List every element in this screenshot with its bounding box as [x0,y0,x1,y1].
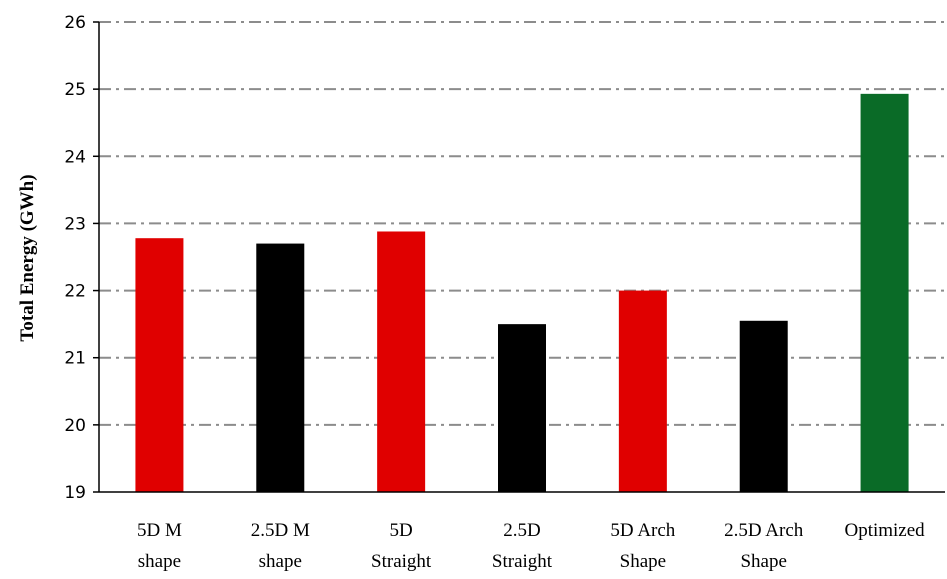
x-category-label-line: 5D [390,520,413,541]
x-category-label-line: shape [259,551,302,572]
axes [93,21,945,493]
x-category-label-line: Shape [740,551,786,572]
x-category-label-line: 2.5D Arch [724,520,804,541]
x-category-label: 2.5D M shape [251,520,310,572]
x-category-labels: 5D M shape 2.5D M shape 5D Straight 2.5D Straig… [137,520,925,572]
bar [739,320,788,492]
y-tick-label: 23 [64,214,86,234]
y-tick-labels: 19 20 21 22 23 24 25 26 [64,13,86,503]
bar [860,93,909,492]
bar [377,231,426,492]
x-category-label: 5D M shape [137,520,182,572]
x-category-label-line: Shape [620,551,666,572]
x-category-label-line: 2.5D M [251,520,310,541]
x-category-label: 5D Arch Shape [610,520,675,572]
y-tick-label: 22 [64,282,86,302]
y-axis-title: Total Energy (GWh) [17,174,38,341]
bar [256,243,305,492]
bars [135,93,909,492]
x-category-label-line: shape [138,551,181,572]
x-category-label: 2.5D Arch Shape [724,520,804,572]
x-category-label-line: Optimized [844,520,925,541]
y-tick-label: 26 [64,13,86,33]
y-tick-label: 21 [64,349,86,369]
x-category-label-line: Straight [492,551,553,572]
bar [135,238,184,492]
y-tick-label: 20 [64,416,86,436]
y-tick-label: 19 [64,483,86,503]
x-category-label-line: 2.5D [503,520,540,541]
x-category-label-line: 5D M [137,520,182,541]
y-tick-label: 25 [64,80,86,100]
x-category-label: 2.5D Straight [492,520,553,572]
x-category-label: 5D Straight [371,520,432,572]
bar [498,324,546,492]
gridlines [99,21,945,426]
x-category-label: Optimized [844,520,925,541]
x-category-label-line: Straight [371,551,432,572]
x-category-label-line: 5D Arch [610,520,675,541]
y-tick-label: 24 [64,147,86,167]
bar [618,290,667,492]
